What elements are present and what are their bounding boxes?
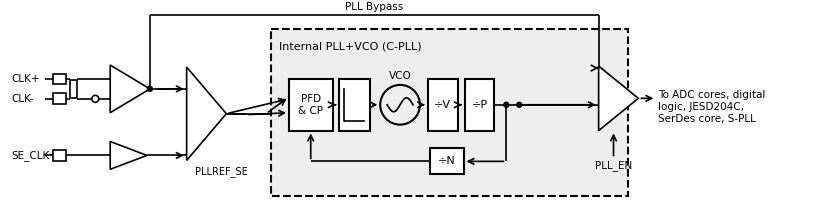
Circle shape bbox=[504, 102, 509, 107]
Bar bbox=[53, 150, 66, 161]
Circle shape bbox=[517, 102, 522, 107]
Bar bbox=[53, 73, 66, 84]
Polygon shape bbox=[110, 65, 150, 113]
Bar bbox=[428, 79, 458, 131]
Text: PLL_EN: PLL_EN bbox=[595, 160, 632, 171]
Text: ÷P: ÷P bbox=[472, 100, 487, 110]
Bar bbox=[289, 79, 332, 131]
Text: PLLREF_SE: PLLREF_SE bbox=[195, 166, 248, 177]
Bar bbox=[53, 93, 66, 104]
Text: CLK-: CLK- bbox=[11, 94, 34, 104]
Bar bbox=[71, 80, 77, 98]
Circle shape bbox=[147, 87, 152, 91]
Text: PLL Bypass: PLL Bypass bbox=[345, 3, 403, 12]
Polygon shape bbox=[598, 66, 639, 131]
Text: Internal PLL+VCO (C-PLL): Internal PLL+VCO (C-PLL) bbox=[279, 41, 421, 51]
Text: ÷N: ÷N bbox=[438, 156, 456, 166]
Text: SE_CLK: SE_CLK bbox=[11, 150, 49, 161]
Text: To ADC cores, digital
logic, JESD204C,
SerDes core, S-PLL: To ADC cores, digital logic, JESD204C, S… bbox=[658, 90, 765, 124]
Bar bbox=[271, 29, 629, 196]
Bar bbox=[430, 149, 463, 174]
Text: ÷V: ÷V bbox=[435, 100, 451, 110]
Bar bbox=[465, 79, 495, 131]
Polygon shape bbox=[110, 142, 147, 169]
Polygon shape bbox=[187, 67, 226, 160]
Text: PFD
& CP: PFD & CP bbox=[298, 94, 323, 116]
Text: CLK+: CLK+ bbox=[11, 74, 40, 84]
Bar bbox=[338, 79, 370, 131]
Text: VCO: VCO bbox=[388, 71, 412, 81]
